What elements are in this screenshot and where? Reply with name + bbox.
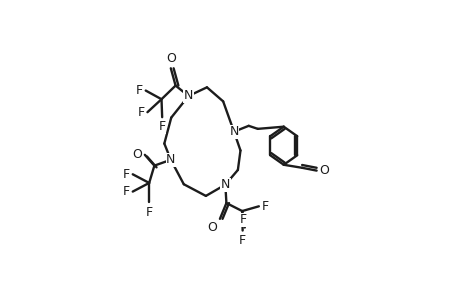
Text: F: F [240, 213, 247, 227]
Text: O: O [207, 221, 217, 234]
Text: N: N [229, 125, 239, 138]
Text: F: F [136, 84, 143, 97]
Text: O: O [319, 164, 329, 177]
Text: O: O [133, 148, 142, 161]
Text: F: F [146, 206, 153, 219]
Text: F: F [123, 168, 130, 181]
Text: N: N [166, 153, 175, 166]
Text: F: F [123, 185, 130, 198]
Text: F: F [138, 106, 145, 119]
Text: N: N [184, 89, 193, 102]
Text: F: F [159, 120, 166, 133]
Text: N: N [221, 178, 230, 191]
Text: F: F [239, 234, 246, 247]
Text: F: F [261, 200, 269, 213]
Text: O: O [166, 52, 176, 65]
